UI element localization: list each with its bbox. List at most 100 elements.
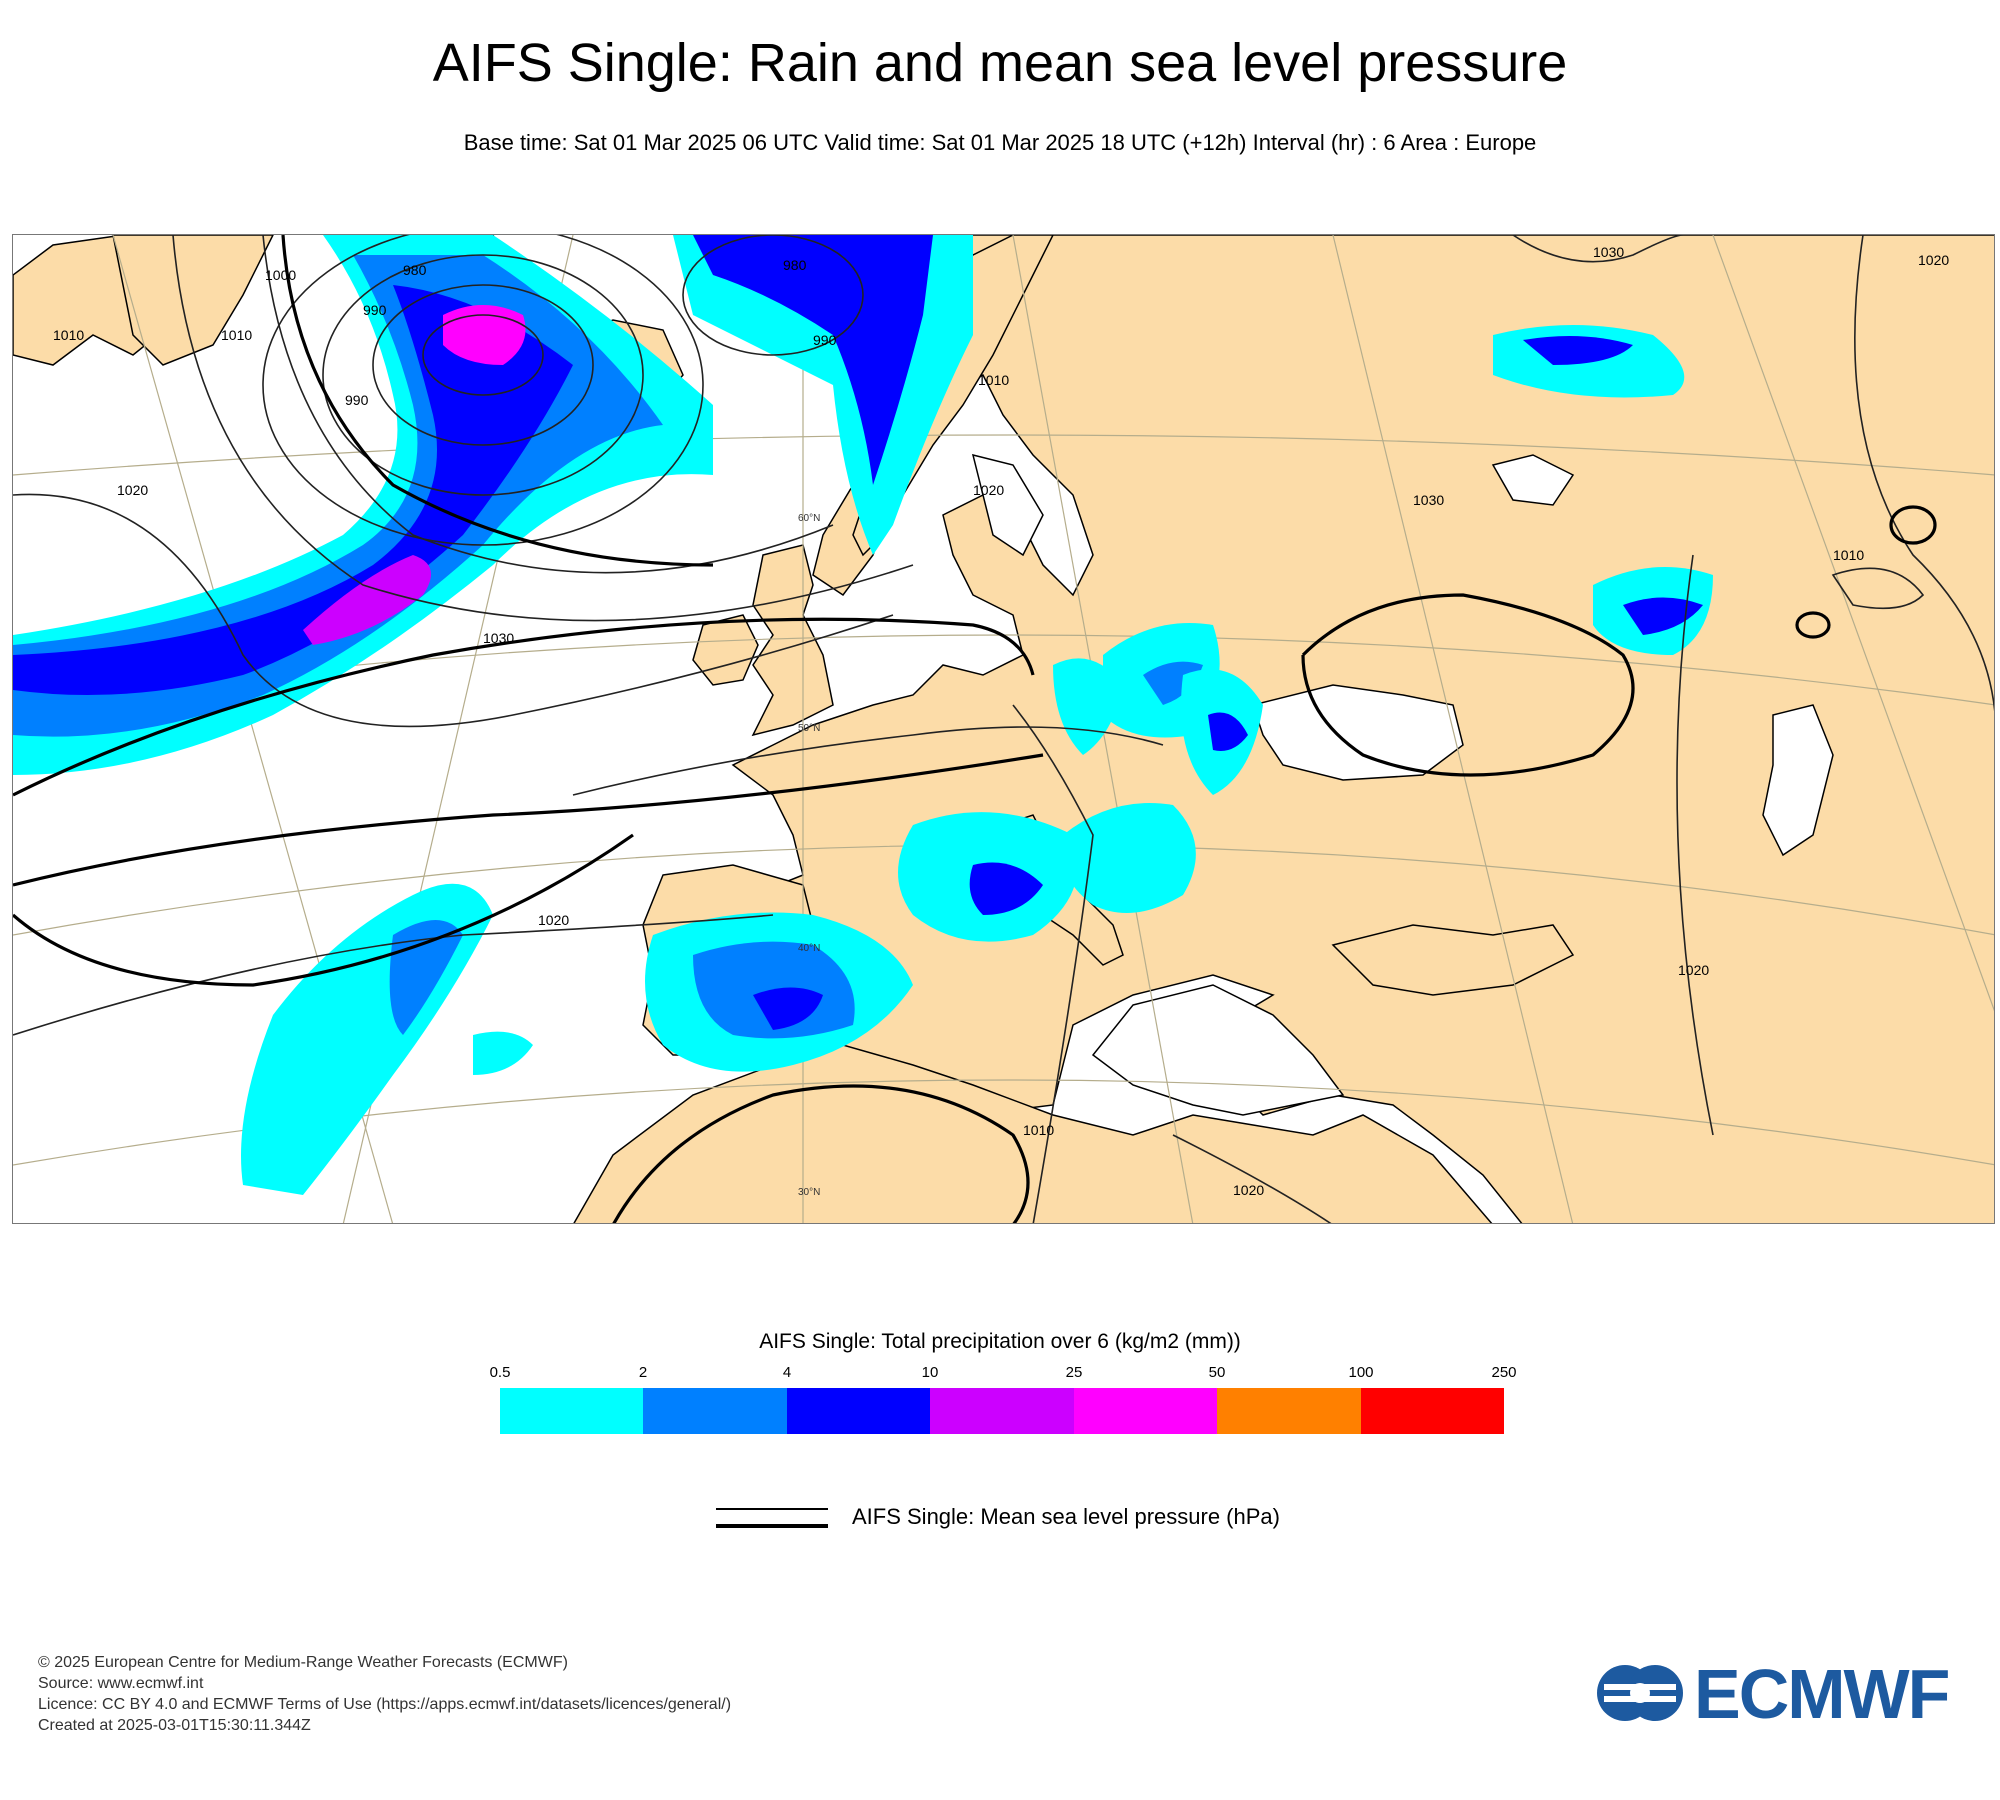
sea-baltic [971,453,1044,557]
isobar-label: 1010 [978,372,1009,388]
land-great-britain [751,544,834,737]
isobar-label: 1010 [221,327,252,343]
precip-azores [473,1031,533,1075]
precip-colorbar [500,1388,1504,1434]
pressure-legend: AIFS Single: Mean sea level pressure (hP… [716,1502,1316,1542]
isobar-label: 1020 [538,912,569,928]
land-greenland-east [112,235,274,366]
isobar-1010-b [1012,704,1094,1223]
isobar-1000-thick [281,235,714,567]
precip-norwegian-sea-4 [693,235,933,485]
colorbar-segment [1073,1388,1218,1434]
colorbar-segment [930,1388,1074,1434]
precip-hungary-4 [1208,712,1248,751]
sea-caspian [1762,704,1834,857]
precip-tyrrhenian-4 [969,862,1043,915]
colorbar-tick: 25 [1065,1364,1083,1381]
lat-label-30n: 30°N [798,1187,820,1198]
colorbar-tick: 4 [782,1364,792,1381]
isobar-label: 1020 [1918,252,1949,268]
footer: © 2025 European Centre for Medium-Range … [38,1652,731,1736]
colorbar-tick: 2 [638,1364,648,1381]
isobar-low-3 [322,254,644,496]
chart-subtitle: Base time: Sat 01 Mar 2025 06 UTC Valid … [463,130,1537,155]
pressure-line-thin [716,1508,828,1510]
precip-west-med-4 [753,987,823,1030]
isobar-label: 980 [403,262,427,278]
isobar-label: 990 [363,302,387,318]
isobar-low-1 [422,314,544,396]
isobar-1010-thick-africa [612,1084,1030,1223]
map-canvas: 1010 1000 990 980 990 1010 980 990 1010 … [13,235,1994,1223]
weather-map[interactable]: 1010 1000 990 980 990 1010 980 990 1010 … [12,234,1995,1224]
colorbar-segment [500,1388,644,1434]
footer-source: Source: www.ecmwf.int [38,1675,204,1692]
colorbar-segment [1360,1388,1504,1434]
colorbar-segment [643,1388,787,1434]
colorbar-segment [1217,1388,1361,1434]
lat-label-50n: 50°N [798,723,820,734]
isobar-1020-thick-sw [13,833,634,987]
isobar-label: 1020 [1678,962,1709,978]
isobar-label: 1020 [1233,1182,1264,1198]
precip-germany [1053,658,1123,755]
precip-caucasus-4 [1623,597,1703,635]
colorbar-tick: 10 [921,1364,939,1381]
colorbar-segment [786,1388,931,1434]
isobar-1030-thick-east [1301,593,1635,777]
ecmwf-logo: ECMWF [1594,1655,1968,1733]
isobar-1020-a [13,493,894,728]
sea-white-sea [1491,454,1575,506]
colorbar-ticks: 0.5 2 4 10 25 50 100 250 [490,1364,1517,1384]
isobar-label: 1020 [973,482,1004,498]
isobar-low-4 [262,235,704,546]
precip-atlantic-band-10 [303,555,431,645]
isobar-small-closed [1889,505,1937,545]
isobar-label: 990 [813,332,837,348]
precip-central-europe [1061,803,1196,913]
isobar-label: 990 [345,392,369,408]
pressure-line-thick [716,1524,828,1528]
colorbar-tick: 50 [1208,1364,1226,1381]
footer-copyright: © 2025 European Centre for Medium-Range … [38,1654,568,1671]
isobar-1020-c [1676,554,1714,1136]
lat-label-60n: 60°N [798,513,820,524]
precip-atlantic-band-4 [13,285,573,695]
isobar-label: 980 [783,257,807,273]
land-ireland [692,614,759,686]
isobar-1000 [262,235,834,574]
isobar-1030-ne [1512,235,1684,263]
precip-iceland-low-25 [443,305,526,365]
isobar-label: 1030 [1593,244,1624,260]
isobar-label: 1020 [117,482,148,498]
isobar-thick-layer [13,235,1937,1223]
isobar-low-2 [372,284,594,446]
isobar-1010-ne [1831,567,1925,610]
isobar-label: 1000 [265,267,296,283]
precip-russia-north-4 [1523,336,1633,365]
footer-created: Created at 2025-03-01T15:30:11.344Z [38,1717,311,1734]
sea-black-sea [1252,684,1464,781]
isobar-label: 1010 [53,327,84,343]
footer-licence: Licence: CC BY 4.0 and ECMWF Terms of Us… [38,1696,732,1713]
ecmwf-logo-text: ECMWF [1694,1655,1950,1733]
isobar-1030-thick-b [13,753,1044,887]
isobar-1030-thick [13,617,1035,797]
latitude-labels: 60°N 50°N 40°N 30°N [798,513,820,1198]
ecmwf-logo-icon [1597,1665,1683,1721]
isobar-label: 1010 [1023,1122,1054,1138]
isobar-label: 1030 [1413,492,1444,508]
lat-label-40n: 40°N [798,943,820,954]
isobar-low-north [682,235,864,356]
isobar-1010-a [172,235,914,622]
colorbar-tick: 100 [1348,1364,1374,1381]
precip-legend-title: AIFS Single: Total precipitation over 6 … [759,1330,1241,1353]
isobar-small-closed-b [1795,611,1831,639]
colorbar-tick: 0.5 [489,1364,511,1381]
colorbar-tick: 250 [1491,1364,1517,1381]
isobar-1020-d [1172,1134,1332,1223]
isobar-labels: 1010 1000 990 980 990 1010 980 990 1010 … [53,244,1949,1198]
chart-title: AIFS Single: Rain and mean sea level pre… [432,33,1568,93]
isobar-label: 1030 [483,630,514,646]
pressure-legend-label: AIFS Single: Mean sea level pressure (hP… [852,1504,1280,1529]
